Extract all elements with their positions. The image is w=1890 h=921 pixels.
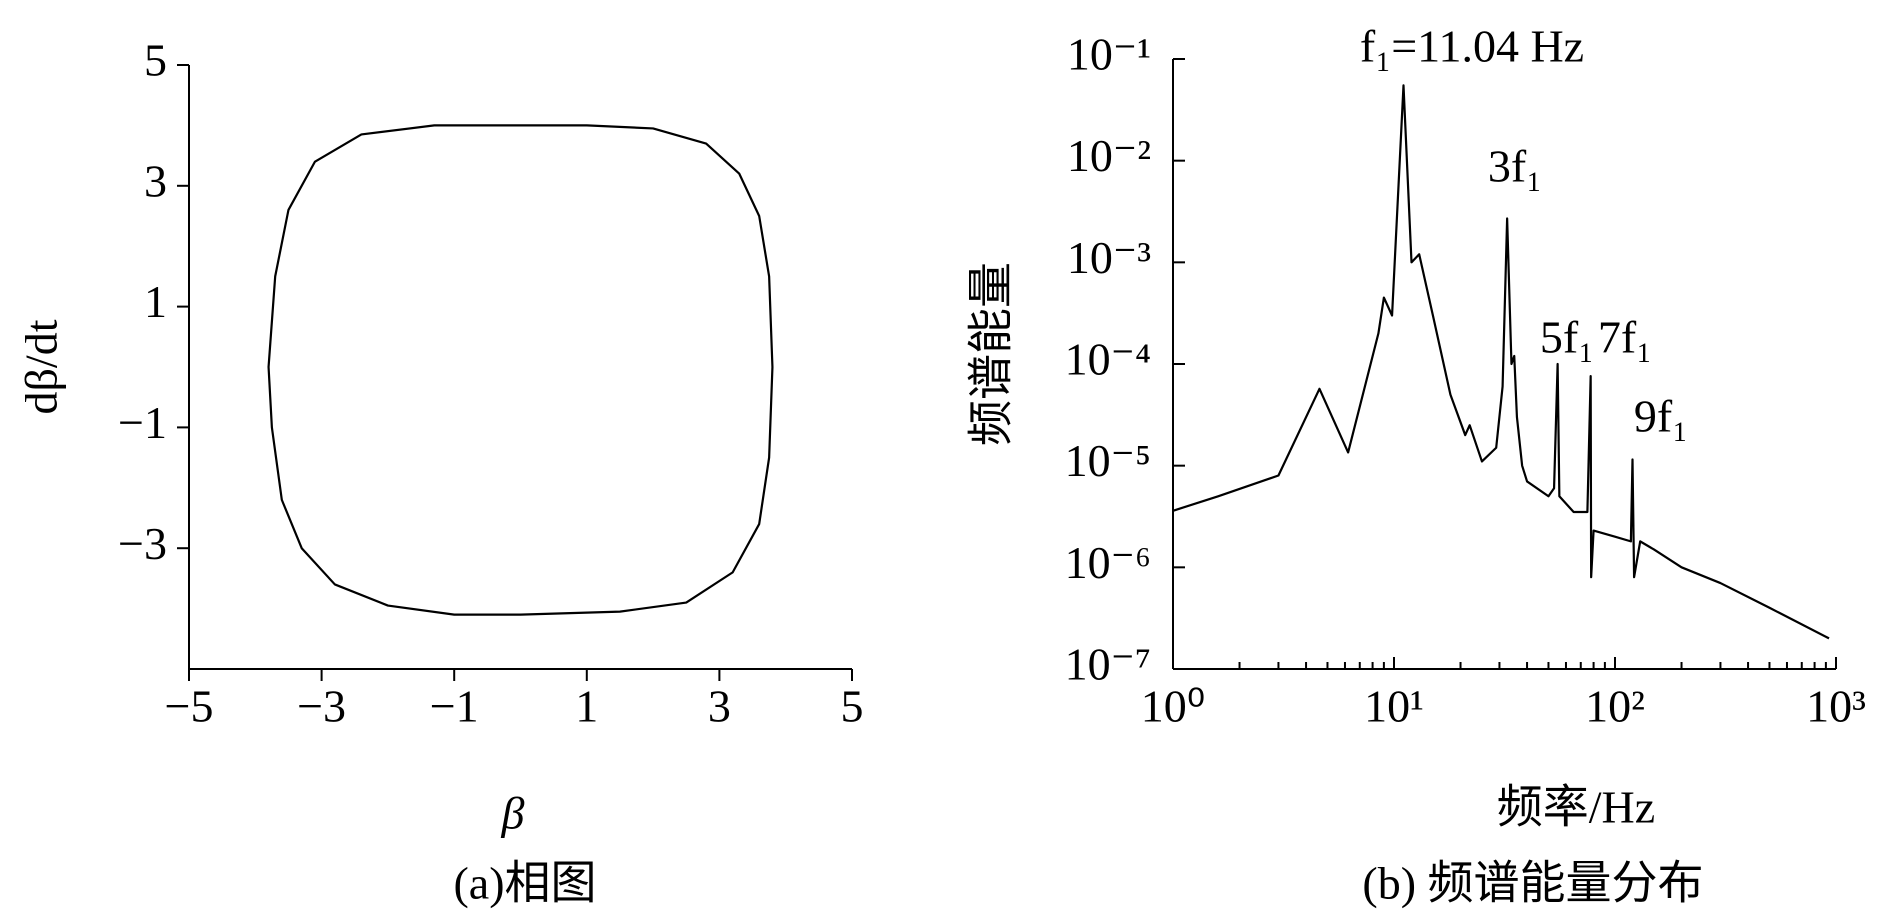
x-tick-label: −3 [297, 681, 346, 732]
y-tick-label: −3 [118, 518, 167, 569]
y-tick-label: 5 [144, 35, 167, 86]
y-tick-label: 10⁻⁴ [1065, 334, 1151, 385]
annotation: 3f₁ [1488, 141, 1542, 192]
x-tick-label: 5 [841, 681, 864, 732]
x-tick-label: 10³ [1806, 681, 1866, 732]
x-tick-label: 10⁰ [1141, 681, 1205, 732]
x-tick-label: 10² [1585, 681, 1645, 732]
y-tick-label: −1 [118, 397, 167, 448]
y-tick-label: 3 [144, 155, 167, 206]
annotation: 9f₁ [1634, 391, 1688, 442]
data-line [267, 124, 774, 616]
y-tick-label: 1 [144, 276, 167, 327]
y-tick-label: 10⁻⁶ [1065, 537, 1151, 588]
x-tick-label: 10¹ [1364, 681, 1424, 732]
annotation: 5f₁ [1540, 312, 1594, 363]
data-line [1172, 84, 1830, 640]
x-tick-label: 1 [575, 681, 598, 732]
x-tick-label: −5 [165, 681, 214, 732]
y-tick-label: 10⁻² [1067, 130, 1151, 181]
x-tick-label: −1 [430, 681, 479, 732]
annotation: f₁=11.04 Hz [1360, 21, 1584, 72]
y-axis-label: 频谱能量 [966, 262, 1017, 446]
x-axis-label: β [501, 788, 525, 839]
x-axis-label: 频率/Hz [1497, 782, 1655, 833]
y-tick-label: 10⁻¹ [1067, 29, 1151, 80]
caption: (a)相图 [453, 858, 596, 909]
x-tick-label: 3 [708, 681, 731, 732]
caption: (b) 频谱能量分布 [1362, 858, 1703, 909]
y-tick-label: 10⁻⁷ [1065, 639, 1151, 690]
y-axis-label: dβ/dt [16, 319, 67, 414]
y-tick-label: 10⁻⁵ [1065, 435, 1151, 486]
y-tick-label: 10⁻³ [1067, 232, 1151, 283]
annotation: 7f₁ [1598, 312, 1652, 363]
